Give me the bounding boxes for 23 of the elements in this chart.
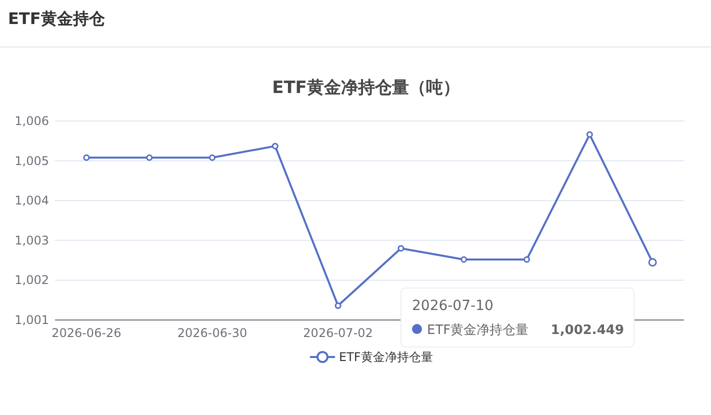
y-tick-label: 1,004	[14, 194, 49, 208]
point	[146, 154, 153, 161]
x-tick-label: 2026-06-26	[52, 326, 122, 340]
point	[398, 245, 404, 252]
point	[209, 154, 216, 161]
point	[272, 142, 278, 150]
annotation: 2026-07-10	[412, 298, 494, 314]
point	[460, 256, 468, 263]
y-tick-label: 1,006	[14, 114, 49, 128]
y-tick-label: 1,005	[14, 154, 49, 168]
point	[334, 302, 342, 309]
point	[83, 154, 90, 161]
text: ETF黄金持仓	[8, 9, 106, 28]
chart-title: ETF黄金净持仓量（吨）	[272, 78, 460, 98]
point	[524, 256, 530, 263]
y-tick-label: 1,002	[14, 273, 49, 288]
point	[586, 131, 593, 138]
tooltip: 2026-07-10 ETF黄金净持仓量 1,002.449	[400, 288, 634, 348]
x-tick-label: 2026-07-02	[303, 326, 373, 340]
x-tick-label: 2026-06-30	[177, 326, 248, 340]
y-tick-label: 1,001	[14, 313, 49, 327]
y-tick-label: 1,003	[14, 233, 49, 248]
legend-label: ETF黄金净持仓量	[339, 350, 433, 364]
